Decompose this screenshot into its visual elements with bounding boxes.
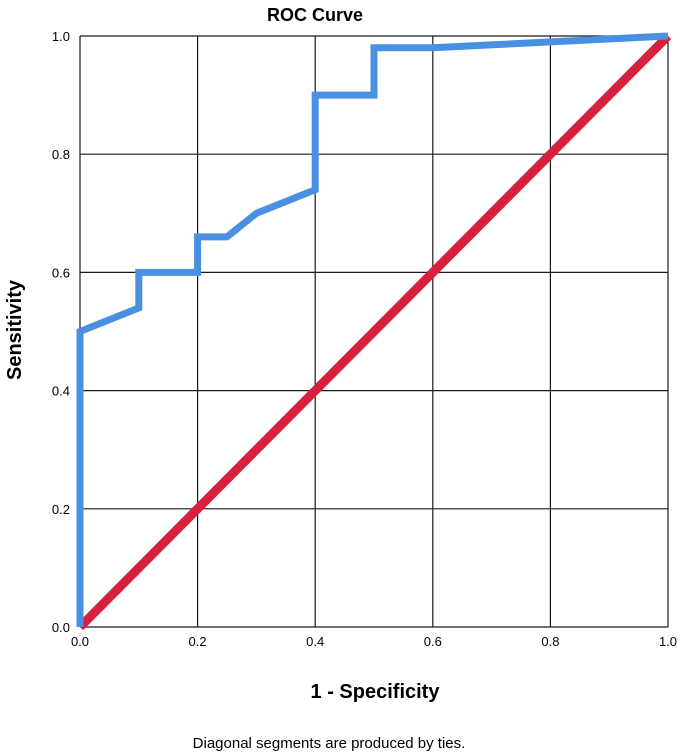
y-tick-label: 0.2 [52,502,70,517]
x-tick-label: 0.6 [424,634,442,649]
x-tick-label: 0.8 [541,634,559,649]
footnote: Diagonal segments are produced by ties. [193,735,466,752]
y-tick-label: 0.0 [52,620,70,635]
x-axis-ticks: 0.0 0.2 0.4 0.6 0.8 1.0 [71,634,677,649]
x-tick-label: 1.0 [659,634,677,649]
y-tick-label: 0.4 [52,384,70,399]
y-tick-label: 1.0 [52,29,70,44]
y-axis-label: Sensitivity [4,279,26,380]
chart-title: ROC Curve [267,5,363,25]
roc-curve-line [76,32,669,627]
y-tick-label: 0.6 [52,265,70,280]
series-layer [76,32,672,631]
reference-line [76,32,672,631]
x-tick-label: 0.0 [71,634,89,649]
y-axis-ticks: 0.0 0.2 0.4 0.6 0.8 1.0 [52,29,70,635]
y-tick-label: 0.8 [52,147,70,162]
x-tick-label: 0.4 [306,634,324,649]
x-axis-label: 1 - Specificity [311,681,441,703]
x-tick-label: 0.2 [189,634,207,649]
